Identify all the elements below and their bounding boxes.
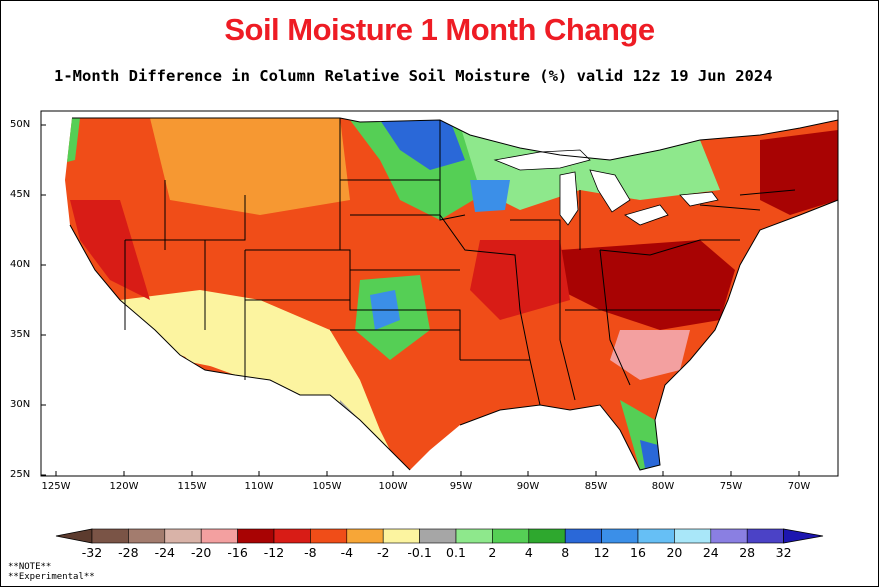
- colorbar-swatch: [637, 528, 675, 544]
- lon-label: 75W: [719, 481, 743, 492]
- state-boundaries: [69, 117, 839, 471]
- colorbar-swatch: [564, 528, 602, 544]
- colorbar-label: -12: [263, 545, 285, 560]
- colorbar-label: 16: [630, 545, 646, 560]
- lon-label: 85W: [584, 481, 608, 492]
- colorbar-label: -28: [118, 545, 139, 560]
- colorbar-label: -24: [154, 545, 175, 560]
- lon-label: 105W: [312, 481, 342, 492]
- lat-label: 45N: [10, 189, 31, 200]
- axis-ticks: [41, 124, 800, 476]
- colorbar-label: -0.1: [407, 545, 432, 560]
- lon-label: 120W: [109, 481, 139, 492]
- colorbar-swatch: [91, 528, 129, 544]
- colorbar-label: -8: [304, 545, 317, 560]
- lon-label: 125W: [41, 481, 71, 492]
- colorbar-label: 20: [666, 545, 683, 560]
- lon-label: 95W: [449, 481, 473, 492]
- colorbar-swatch: [601, 528, 639, 544]
- colorbar-label: 24: [702, 545, 719, 560]
- colorbar-low-arrow: [55, 528, 93, 544]
- colorbar-swatch: [273, 528, 311, 544]
- colorbar-swatch: [200, 528, 238, 544]
- lat-label: 25N: [10, 469, 31, 480]
- lon-label: 70W: [787, 481, 811, 492]
- colorbar-label: -20: [190, 545, 212, 560]
- colorbar-swatch: [237, 528, 275, 544]
- colorbar-swatch: [455, 528, 493, 544]
- lon-label: 110W: [244, 481, 274, 492]
- experimental-text: **Experimental**: [8, 572, 95, 582]
- map-border: [40, 110, 839, 477]
- colorbar-label: 0.1: [446, 545, 466, 560]
- colorbar-label: 32: [775, 545, 792, 560]
- colorbar-label: 4: [524, 545, 533, 560]
- colorbar-label: 8: [561, 545, 570, 560]
- lat-label: 50N: [10, 119, 31, 130]
- colorbar-label: -2: [376, 545, 390, 560]
- colorbar-swatch: [346, 528, 384, 544]
- colorbar-swatch: [128, 528, 166, 544]
- colorbar-label: 2: [488, 545, 497, 560]
- colorbar-label: -4: [340, 545, 354, 560]
- colorbar-swatch: [382, 528, 420, 544]
- lon-label: 100W: [378, 481, 408, 492]
- colorbar-swatch: [710, 528, 748, 544]
- colorbar-label: -32: [81, 545, 103, 560]
- colorbar-label: -16: [227, 545, 248, 560]
- colorbar-swatch: [419, 528, 457, 544]
- colorbar-label: 12: [593, 545, 610, 560]
- page-title: Soil Moisture 1 Month Change: [224, 12, 655, 47]
- lon-label: 90W: [516, 481, 540, 492]
- great-lakes: [493, 149, 719, 226]
- lat-label: 40N: [10, 259, 31, 270]
- colorbar-swatch: [492, 528, 530, 544]
- colorbar-swatch: [528, 528, 566, 544]
- colorbar-swatch: [164, 528, 202, 544]
- colorbar-swatch: [746, 528, 784, 544]
- colorbar-swatch: [674, 528, 712, 544]
- colorbar-label: 28: [739, 545, 756, 560]
- colorbar: [55, 528, 824, 544]
- map-subtitle: 1-Month Difference in Column Relative So…: [54, 67, 773, 85]
- colorbar-high-arrow: [783, 528, 824, 544]
- note-text: **NOTE**: [8, 562, 52, 572]
- lat-label: 35N: [10, 329, 31, 340]
- lon-label: 115W: [177, 481, 207, 492]
- lat-label: 30N: [10, 399, 31, 410]
- lon-label: 80W: [651, 481, 675, 492]
- colorbar-swatch: [310, 528, 348, 544]
